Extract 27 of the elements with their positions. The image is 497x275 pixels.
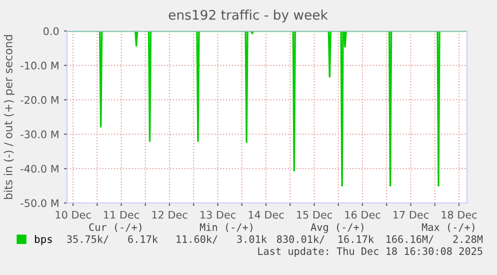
y-tick-label: -10.0 M	[20, 62, 58, 70]
text: Cur (-/+)	[89, 223, 142, 232]
x-tick-label: 14 Dec	[248, 210, 284, 219]
y-tick-label: -30.0 M	[20, 130, 58, 138]
x-tick-label: 16 Dec	[345, 210, 380, 219]
chart-title: ens192 traffic - by week	[168, 10, 328, 22]
text: 35.75k/ 6.17k	[67, 235, 158, 244]
x-tick-label: 13 Dec	[200, 210, 236, 219]
legend-label: bps	[35, 234, 52, 246]
text: 11.60k/ 3.01k	[176, 235, 267, 244]
y-tick-label: -50.0 M	[20, 199, 58, 208]
text: Last update: Thu Dec 18 16:30:08 2025	[258, 247, 482, 257]
x-tick-label: 12 Dec	[152, 210, 188, 219]
text: 830.01k/ 16.17k	[276, 235, 374, 244]
x-tick-label: 18 Dec	[442, 210, 477, 219]
y-tick-label: -20.0 M	[20, 96, 58, 104]
x-tick-label: 17 Dec	[394, 210, 428, 219]
x-tick-label: 10 Dec	[56, 210, 91, 219]
x-tick-label: 11 Dec	[104, 210, 139, 219]
text: 166.16M/ 2.28M	[386, 235, 483, 244]
text: Min (-/+)	[200, 223, 252, 232]
y-tick-label: 0.0	[43, 27, 59, 36]
x-tick-label: 15 Dec	[297, 210, 332, 219]
text: Avg (-/+)	[310, 223, 364, 233]
text: Max (-/+)	[422, 223, 474, 232]
y-axis-title: bits in (-) / out (+) per second	[4, 35, 15, 199]
y-tick-label: -40.0 M	[20, 164, 58, 173]
